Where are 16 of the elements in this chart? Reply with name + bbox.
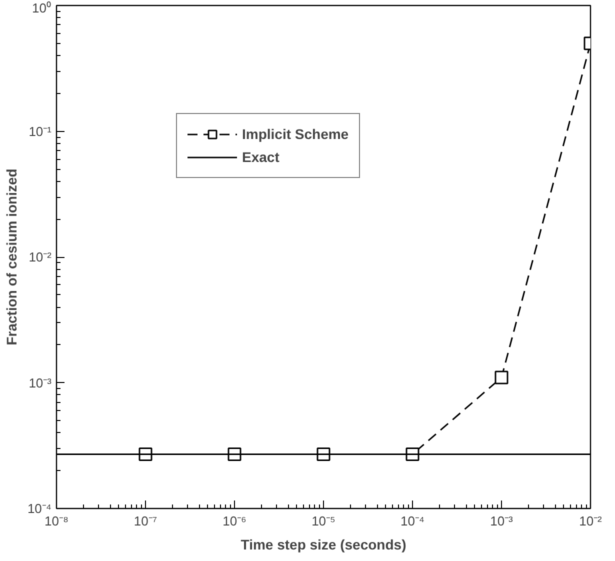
legend-label: Implicit Scheme	[242, 126, 349, 142]
x-tick-label: 10⁻⁷	[134, 514, 158, 528]
y-axis-title: Fraction of cesium ionized	[3, 168, 20, 346]
y-tick-label: 10⁰	[32, 0, 52, 16]
x-axis-title: Time step size (seconds)	[240, 536, 406, 552]
x-tick-label: 10⁻³	[490, 514, 514, 528]
y-tick-label: 10⁻²	[28, 250, 52, 264]
y-tick-label: 10⁻³	[28, 375, 52, 390]
legend-label: Exact	[242, 149, 280, 165]
x-tick-label: 10⁻⁶	[222, 514, 246, 528]
x-tick-label: 10⁻²	[579, 514, 603, 528]
x-tick-label: 10⁻⁴	[400, 514, 425, 528]
y-tick-label: 10⁻¹	[28, 124, 52, 139]
y-tick-label: 10⁻⁴	[27, 501, 52, 516]
x-tick-label: 10⁻⁵	[312, 514, 336, 528]
x-tick-label: 10⁻⁸	[44, 514, 68, 528]
